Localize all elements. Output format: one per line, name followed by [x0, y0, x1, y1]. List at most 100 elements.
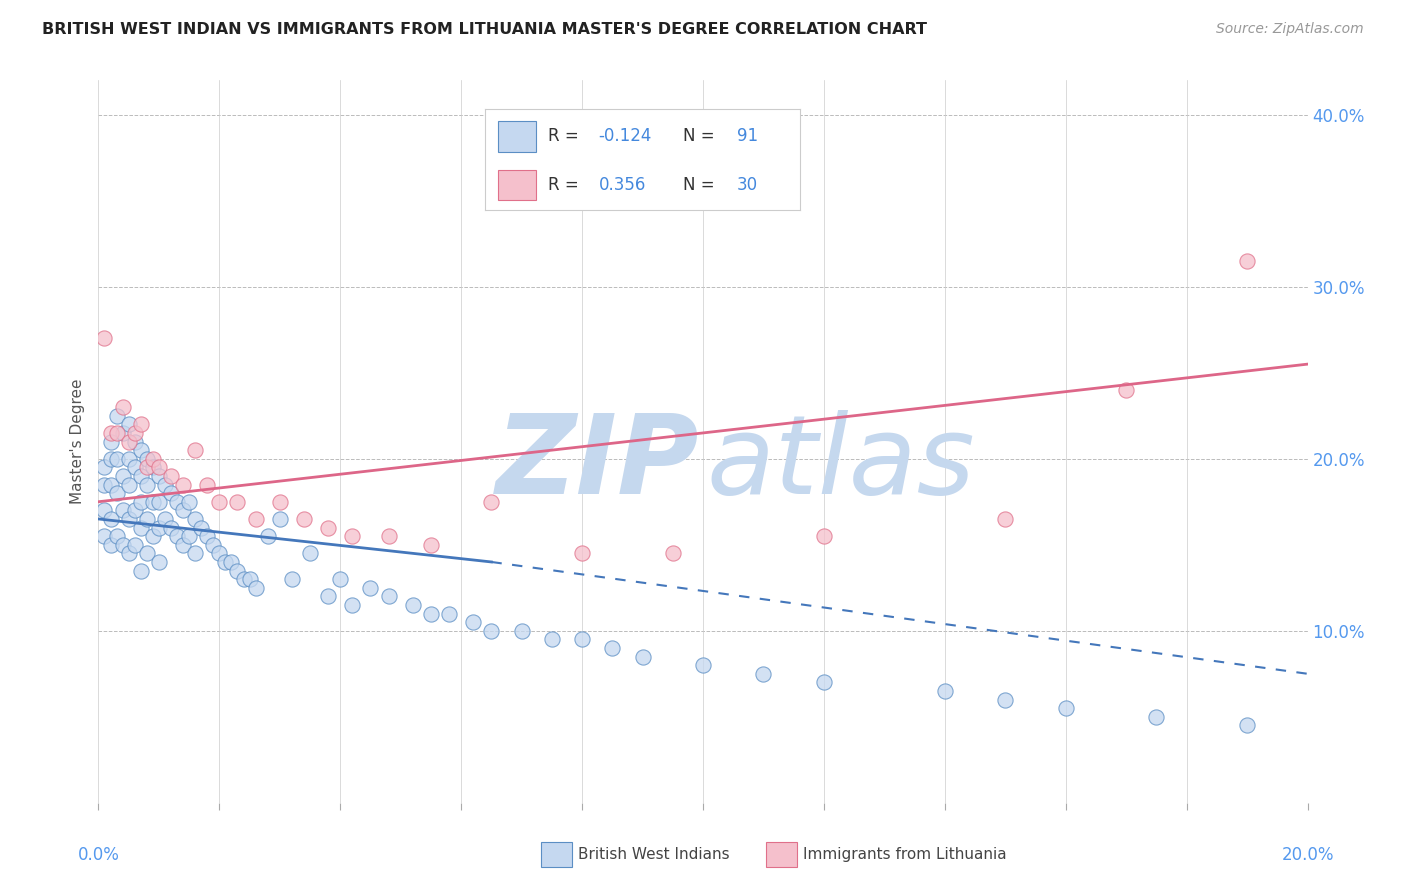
- Text: Immigrants from Lithuania: Immigrants from Lithuania: [803, 847, 1007, 862]
- Point: [93, 503, 115, 517]
- Point: [135, 451, 157, 466]
- Point: [256, 529, 278, 543]
- Point: [195, 477, 218, 491]
- Point: [100, 512, 122, 526]
- Point: [342, 598, 364, 612]
- Point: [813, 675, 835, 690]
- Point: [571, 546, 593, 560]
- Point: [111, 425, 134, 440]
- Point: [124, 538, 146, 552]
- Point: [166, 529, 188, 543]
- Point: [153, 512, 176, 526]
- Point: [105, 451, 128, 466]
- Point: [142, 451, 165, 466]
- Point: [1054, 701, 1077, 715]
- Point: [269, 512, 291, 526]
- Point: [299, 546, 322, 560]
- Point: [752, 666, 775, 681]
- Point: [100, 425, 122, 440]
- Text: 20.0%: 20.0%: [1281, 846, 1334, 863]
- Point: [105, 425, 128, 440]
- Point: [105, 409, 128, 423]
- Point: [420, 607, 443, 621]
- Point: [111, 400, 134, 414]
- Point: [245, 512, 267, 526]
- Point: [202, 538, 225, 552]
- Point: [402, 598, 425, 612]
- Text: atlas: atlas: [707, 409, 976, 516]
- Point: [316, 520, 339, 534]
- Point: [118, 417, 141, 432]
- Point: [420, 538, 443, 552]
- Point: [342, 529, 364, 543]
- Point: [661, 546, 683, 560]
- Point: [105, 529, 128, 543]
- Point: [226, 564, 249, 578]
- Point: [118, 546, 141, 560]
- Point: [166, 494, 188, 508]
- Point: [135, 460, 157, 475]
- Point: [148, 520, 170, 534]
- Point: [93, 529, 115, 543]
- Point: [160, 469, 183, 483]
- Point: [184, 512, 207, 526]
- Point: [631, 649, 654, 664]
- Point: [190, 520, 212, 534]
- Point: [994, 692, 1017, 706]
- Point: [172, 538, 194, 552]
- Point: [481, 494, 503, 508]
- Point: [214, 555, 236, 569]
- Point: [1144, 710, 1167, 724]
- Point: [692, 658, 714, 673]
- Point: [124, 434, 146, 449]
- Point: [135, 512, 157, 526]
- Point: [105, 486, 128, 500]
- Point: [129, 520, 152, 534]
- Point: [160, 520, 183, 534]
- Point: [281, 572, 304, 586]
- Point: [184, 443, 207, 458]
- Point: [208, 546, 231, 560]
- Point: [153, 477, 176, 491]
- Point: [437, 607, 460, 621]
- Point: [118, 451, 141, 466]
- Point: [245, 581, 267, 595]
- Point: [111, 469, 134, 483]
- Point: [1115, 383, 1137, 397]
- Point: [148, 555, 170, 569]
- Point: [135, 546, 157, 560]
- Point: [329, 572, 352, 586]
- Point: [148, 460, 170, 475]
- Point: [93, 477, 115, 491]
- Text: BRITISH WEST INDIAN VS IMMIGRANTS FROM LITHUANIA MASTER'S DEGREE CORRELATION CHA: BRITISH WEST INDIAN VS IMMIGRANTS FROM L…: [42, 22, 927, 37]
- Point: [239, 572, 262, 586]
- Point: [208, 494, 231, 508]
- Point: [100, 477, 122, 491]
- Point: [124, 503, 146, 517]
- Point: [111, 503, 134, 517]
- Text: ZIP: ZIP: [496, 409, 699, 516]
- Point: [172, 477, 194, 491]
- Point: [93, 331, 115, 345]
- Point: [135, 477, 157, 491]
- Point: [118, 512, 141, 526]
- Point: [148, 494, 170, 508]
- Point: [93, 460, 115, 475]
- Point: [129, 564, 152, 578]
- Point: [100, 434, 122, 449]
- Point: [232, 572, 254, 586]
- Text: 0.0%: 0.0%: [77, 846, 120, 863]
- Point: [377, 529, 399, 543]
- Point: [142, 460, 165, 475]
- Point: [129, 417, 152, 432]
- Point: [602, 640, 624, 655]
- Point: [510, 624, 533, 638]
- Point: [129, 494, 152, 508]
- Point: [118, 434, 141, 449]
- Point: [934, 684, 956, 698]
- Point: [463, 615, 485, 630]
- Point: [1236, 253, 1258, 268]
- Point: [1236, 718, 1258, 732]
- Point: [179, 494, 201, 508]
- Text: British West Indians: British West Indians: [578, 847, 730, 862]
